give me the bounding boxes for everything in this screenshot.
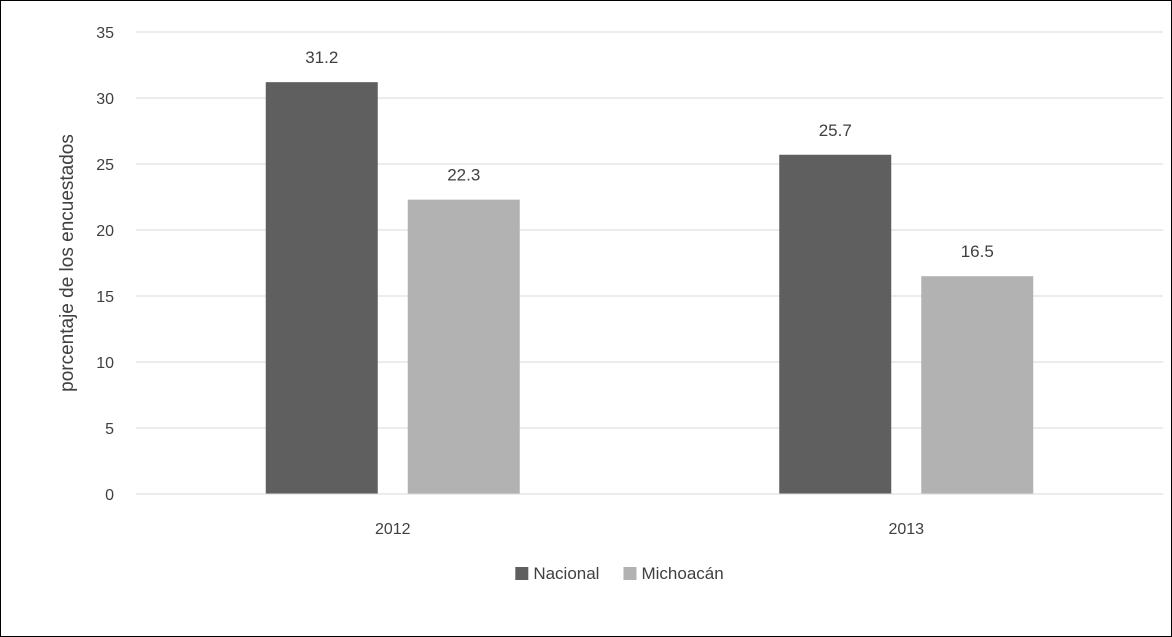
legend-swatch (623, 567, 637, 580)
data-labels: 31.2 22.3 25.7 16.5 (305, 48, 994, 261)
y-tick-label: 20 (96, 223, 114, 240)
data-label: 25.7 (819, 121, 852, 140)
y-tick-label: 25 (96, 157, 114, 174)
data-label: 31.2 (305, 48, 338, 67)
legend-label: Michoacán (641, 564, 723, 583)
y-tick-label: 5 (105, 421, 114, 438)
y-tick-label: 10 (96, 355, 114, 372)
legend-item: Michoacán (623, 564, 724, 583)
bars (265, 82, 1034, 494)
y-tick-label: 30 (96, 91, 114, 108)
data-label: 22.3 (447, 166, 480, 185)
data-label: 16.5 (961, 242, 994, 261)
y-axis-ticks: 0 5 10 15 20 25 30 35 (96, 25, 114, 504)
bar (265, 82, 378, 494)
bar (407, 199, 520, 494)
y-tick-label: 35 (96, 25, 114, 42)
bar (779, 154, 892, 494)
legend-label: Nacional (533, 564, 599, 583)
y-tick-label: 15 (96, 289, 114, 306)
legend-swatch (515, 567, 529, 580)
legend-item: Nacional (515, 564, 599, 583)
x-axis-ticks: 2012 2013 (375, 521, 924, 538)
y-tick-label: 0 (105, 487, 114, 504)
x-tick-label: 2013 (888, 521, 924, 538)
bar (921, 276, 1034, 494)
y-axis-title: porcentaje de los encuestados (57, 134, 78, 392)
x-tick-label: 2012 (375, 521, 411, 538)
legend: Nacional Michoacán (515, 564, 724, 583)
